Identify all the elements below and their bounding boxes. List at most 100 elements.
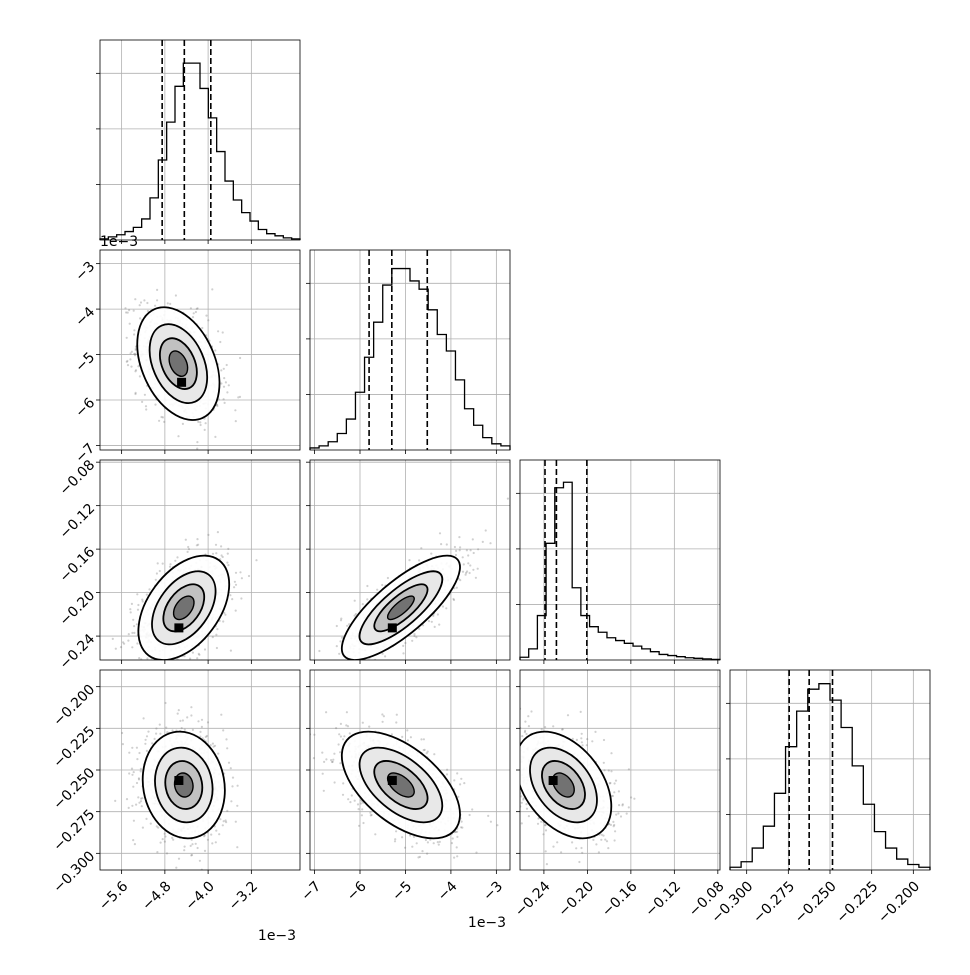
sample-point — [226, 364, 228, 366]
sample-point — [220, 545, 222, 547]
sample-point — [229, 594, 231, 596]
sample-point — [142, 600, 144, 602]
sample-point — [582, 744, 584, 746]
sample-point — [467, 562, 469, 564]
sample-point — [456, 873, 458, 875]
sample-point — [358, 825, 360, 827]
sample-point — [617, 812, 619, 814]
sample-point — [200, 424, 202, 426]
sample-point — [223, 398, 225, 400]
sample-point — [231, 785, 233, 787]
sample-point — [124, 307, 126, 309]
sample-point — [237, 785, 239, 787]
sample-point — [471, 808, 473, 810]
sample-point — [207, 534, 209, 536]
panel-background — [520, 460, 720, 660]
y-tick-label: −4 — [72, 304, 98, 330]
sample-point — [217, 879, 219, 881]
sample-point — [131, 805, 133, 807]
sample-point — [132, 839, 134, 841]
sample-point — [174, 560, 176, 562]
sample-point — [215, 552, 217, 554]
sample-point — [134, 370, 136, 372]
sample-point — [335, 666, 337, 668]
sample-point — [469, 564, 471, 566]
y-tick-label: −0.08 — [57, 457, 99, 499]
sample-point — [612, 821, 614, 823]
panel-3-1: −7−6−5−4−3 — [293, 670, 510, 904]
sample-point — [195, 311, 197, 313]
y-tick-label: −0.20 — [57, 588, 99, 630]
sample-point — [456, 846, 458, 848]
sample-point — [469, 874, 471, 876]
sample-point — [127, 364, 129, 366]
sample-point — [145, 405, 147, 407]
sample-point — [333, 753, 335, 755]
sample-point — [132, 619, 134, 621]
sample-point — [339, 640, 341, 642]
sample-point — [521, 822, 523, 824]
sample-point — [338, 743, 340, 745]
sample-point — [133, 820, 135, 822]
sample-point — [169, 664, 171, 666]
sample-point — [232, 777, 234, 779]
sample-point — [167, 302, 169, 304]
sample-point — [438, 624, 440, 626]
sample-point — [140, 768, 142, 770]
sample-point — [162, 838, 164, 840]
sample-point — [150, 823, 152, 825]
sample-point — [428, 620, 430, 622]
sample-point — [380, 663, 382, 665]
sample-point — [459, 579, 461, 581]
panel-1-1 — [306, 250, 510, 454]
sample-point — [355, 663, 357, 665]
sample-point — [190, 845, 192, 847]
sample-point — [465, 574, 467, 576]
sample-point — [138, 778, 140, 780]
sample-point — [233, 586, 235, 588]
y-tick-label: −0.16 — [57, 544, 99, 586]
sample-point — [223, 386, 225, 388]
sample-point — [230, 650, 232, 652]
sample-point — [139, 375, 141, 377]
sample-point — [438, 844, 440, 846]
panel-3-0: −5.6−4.8−4.0−3.2−0.200−0.225−0.250−0.275… — [50, 670, 300, 914]
sample-point — [205, 455, 207, 457]
sample-point — [432, 615, 434, 617]
sample-point — [144, 394, 146, 396]
sample-point — [182, 423, 184, 425]
sample-point — [156, 851, 158, 853]
sample-point — [128, 807, 130, 809]
sample-point — [191, 854, 193, 856]
sample-point — [180, 661, 182, 663]
sample-point — [136, 782, 138, 784]
sample-point — [349, 801, 351, 803]
sample-point — [201, 726, 203, 728]
sample-point — [212, 553, 214, 555]
sample-point — [137, 365, 139, 367]
sample-point — [215, 634, 217, 636]
sample-point — [394, 840, 396, 842]
sample-point — [178, 858, 180, 860]
sample-point — [126, 361, 128, 363]
sample-point — [189, 658, 191, 660]
sample-point — [404, 847, 406, 849]
sample-point — [175, 867, 177, 869]
sample-point — [179, 720, 181, 722]
sample-point — [122, 641, 124, 643]
sample-point — [455, 550, 457, 552]
sample-point — [164, 833, 166, 835]
sample-point — [425, 839, 427, 841]
sample-point — [343, 663, 345, 665]
sample-point — [313, 757, 315, 759]
sample-point — [201, 327, 203, 329]
sample-point — [439, 532, 441, 534]
panel-1-0: −3−4−5−6−7 — [72, 250, 300, 466]
sample-point — [525, 803, 527, 805]
density-peak — [388, 623, 397, 632]
sample-point — [525, 733, 527, 735]
sample-point — [191, 843, 193, 845]
sample-point — [222, 331, 224, 333]
sample-point — [112, 638, 114, 640]
